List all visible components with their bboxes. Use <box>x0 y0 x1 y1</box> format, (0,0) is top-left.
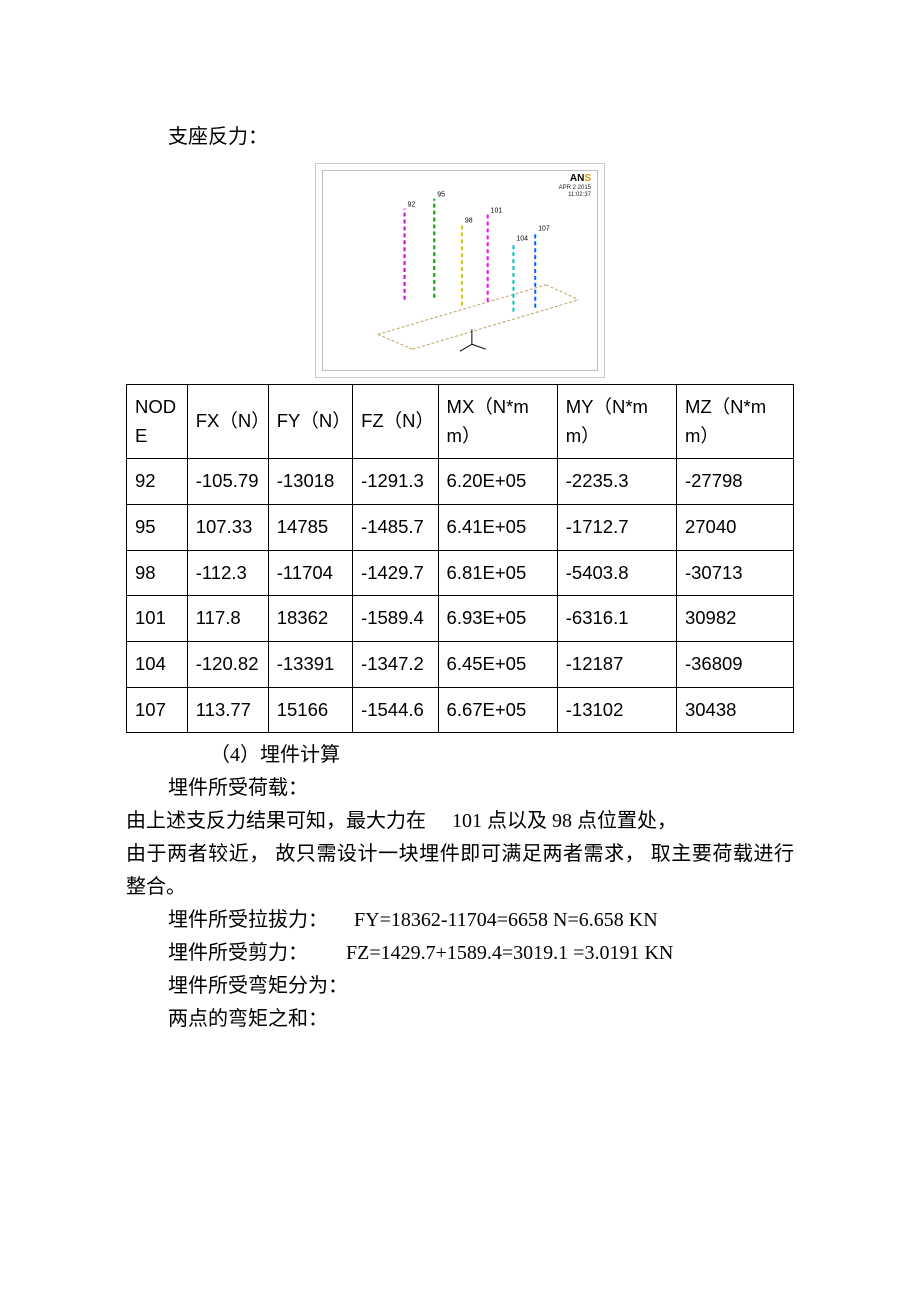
table-cell: 117.8 <box>187 596 268 642</box>
table-cell: -1485.7 <box>353 505 438 551</box>
table-cell: -12187 <box>557 642 676 688</box>
reaction-force-table: NODE FX（N） FY（N） FZ（N） MX（N*mm） MY（N*mm）… <box>126 384 794 733</box>
col-fy: FY（N） <box>268 385 352 459</box>
table-row: 101117.818362-1589.46.93E+05-6316.130982 <box>127 596 794 642</box>
diagram-svg: 92 95 98 101 104 107 <box>323 171 597 370</box>
svg-text:107: 107 <box>538 225 550 232</box>
col-mz: MZ（N*mm） <box>676 385 793 459</box>
table-cell: -1347.2 <box>353 642 438 688</box>
table-cell: -5403.8 <box>557 550 676 596</box>
table-body: 92-105.79-13018-1291.36.20E+05-2235.3-27… <box>127 459 794 733</box>
table-cell: -27798 <box>676 459 793 505</box>
table-cell: 98 <box>127 550 188 596</box>
para-analysis-2: 由于两者较近， 故只需设计一块埋件即可满足两者需求， 取主要荷载进行整合。 <box>126 838 794 904</box>
svg-text:92: 92 <box>408 202 416 209</box>
ansys-logo: ANS <box>570 173 591 184</box>
para-3a: 由上述支反力结果可知，最大力在 <box>126 810 426 832</box>
col-mx: MX（N*mm） <box>438 385 557 459</box>
table-row: 95107.3314785-1485.76.41E+05-1712.727040 <box>127 505 794 551</box>
table-cell: 95 <box>127 505 188 551</box>
table-cell: 92 <box>127 459 188 505</box>
table-cell: 107 <box>127 687 188 733</box>
table-row: 104-120.82-13391-1347.26.45E+05-12187-36… <box>127 642 794 688</box>
diagram-frame: ANS APR 2 2015 11:02:37 92 95 98 101 104 107 <box>322 170 598 371</box>
para-5b: FY=18362-11704=6658 N=6.658 KN <box>354 909 658 931</box>
table-cell: 6.20E+05 <box>438 459 557 505</box>
table-row: 92-105.79-13018-1291.36.20E+05-2235.3-27… <box>127 459 794 505</box>
table-header-row: NODE FX（N） FY（N） FZ（N） MX（N*mm） MY（N*mm）… <box>127 385 794 459</box>
svg-text:104: 104 <box>516 235 528 242</box>
table-cell: 30982 <box>676 596 793 642</box>
table-cell: 6.93E+05 <box>438 596 557 642</box>
para-moment-heading: 埋件所受弯矩分为： <box>126 970 794 1003</box>
table-cell: -105.79 <box>187 459 268 505</box>
table-cell: 6.45E+05 <box>438 642 557 688</box>
para-tension: 埋件所受拉拔力： FY=18362-11704=6658 N=6.658 KN <box>126 904 794 937</box>
col-node: NODE <box>127 385 188 459</box>
svg-text:101: 101 <box>491 208 503 215</box>
table-cell: -13102 <box>557 687 676 733</box>
table-cell: -13018 <box>268 459 352 505</box>
diagram-date-line1: APR 2 2015 <box>559 185 591 191</box>
table-cell: -30713 <box>676 550 793 596</box>
table-cell: 6.67E+05 <box>438 687 557 733</box>
table-cell: -1291.3 <box>353 459 438 505</box>
table-cell: -11704 <box>268 550 352 596</box>
para-shear: 埋件所受剪力： FZ=1429.7+1589.4=3019.1 =3.0191 K… <box>126 937 794 970</box>
table-cell: -2235.3 <box>557 459 676 505</box>
col-fx: FX（N） <box>187 385 268 459</box>
section-heading: 支座反力： <box>168 120 794 149</box>
body-text-block: （4）埋件计算 埋件所受荷载： 由上述支反力结果可知，最大力在 101 点以及 9… <box>126 739 794 1036</box>
table-cell: 6.41E+05 <box>438 505 557 551</box>
table-cell: 18362 <box>268 596 352 642</box>
reaction-diagram: ANS APR 2 2015 11:02:37 92 95 98 101 104 107 <box>315 163 605 378</box>
table-cell: 101 <box>127 596 188 642</box>
para-section-title: （4）埋件计算 <box>126 739 794 772</box>
diagram-date-line2: 11:02:37 <box>568 192 591 198</box>
table-cell: -6316.1 <box>557 596 676 642</box>
table-cell: -112.3 <box>187 550 268 596</box>
para-6b: FZ=1429.7+1589.4=3019.1 =3.0191 KN <box>346 942 673 964</box>
table-cell: 113.77 <box>187 687 268 733</box>
table-cell: -120.82 <box>187 642 268 688</box>
para-moment-sum: 两点的弯矩之和： <box>126 1003 794 1036</box>
diagram-timestamp: APR 2 2015 11:02:37 <box>559 185 591 198</box>
table-cell: -1589.4 <box>353 596 438 642</box>
table-cell: -13391 <box>268 642 352 688</box>
brand-part-a: AN <box>570 173 584 184</box>
para-5a: 埋件所受拉拔力： <box>168 909 328 931</box>
para-3b: 101 点以及 98 点位置处， <box>452 810 677 832</box>
table-cell: -1712.7 <box>557 505 676 551</box>
table-cell: -36809 <box>676 642 793 688</box>
table-cell: 15166 <box>268 687 352 733</box>
table-cell: -1429.7 <box>353 550 438 596</box>
table-cell: -1544.6 <box>353 687 438 733</box>
table-cell: 30438 <box>676 687 793 733</box>
col-my: MY（N*mm） <box>557 385 676 459</box>
col-fz: FZ（N） <box>353 385 438 459</box>
table-cell: 107.33 <box>187 505 268 551</box>
svg-text:95: 95 <box>437 192 445 199</box>
table-cell: 14785 <box>268 505 352 551</box>
table-cell: 104 <box>127 642 188 688</box>
para-load-heading: 埋件所受荷载： <box>126 772 794 805</box>
svg-text:98: 98 <box>465 217 473 224</box>
table-cell: 6.81E+05 <box>438 550 557 596</box>
brand-part-b: S <box>584 173 591 184</box>
para-6a: 埋件所受剪力： <box>168 942 308 964</box>
table-cell: 27040 <box>676 505 793 551</box>
table-row: 107113.7715166-1544.66.67E+05-1310230438 <box>127 687 794 733</box>
para-analysis-1: 由上述支反力结果可知，最大力在 101 点以及 98 点位置处， <box>126 805 794 838</box>
table-row: 98-112.3-11704-1429.76.81E+05-5403.8-307… <box>127 550 794 596</box>
